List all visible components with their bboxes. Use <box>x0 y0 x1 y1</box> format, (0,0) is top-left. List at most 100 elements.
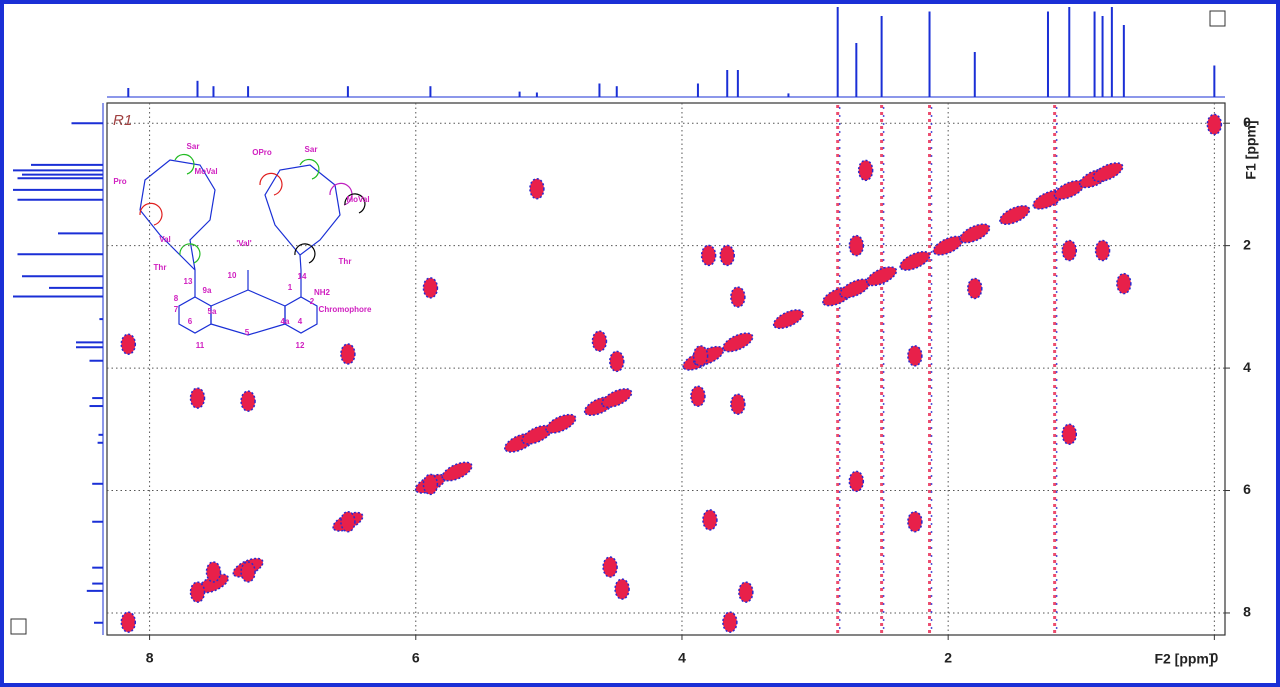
ring <box>178 296 212 334</box>
structure-label: 'Val' <box>236 239 251 248</box>
x-tick-label: 2 <box>944 650 952 666</box>
cross-peak <box>189 581 206 603</box>
cosy-arrow <box>179 243 201 264</box>
chart: F2 [ppm] F1 [ppm] R1 Sar MoVal Pro Val Thr OP… <box>10 7 1259 667</box>
hmbc-arrow <box>344 193 366 214</box>
structure-label: 4 <box>298 317 303 326</box>
structure-label: 9a <box>203 286 212 295</box>
cross-peak <box>1206 113 1223 136</box>
structure-label: 8 <box>174 294 179 303</box>
cosy-arrow <box>174 153 195 175</box>
diagonal-peak <box>999 205 1031 226</box>
cross-peak <box>907 345 923 367</box>
structure-label: 14 <box>298 272 307 281</box>
cross-peak <box>602 556 618 578</box>
x-axis-label: F2 [ppm] <box>1154 651 1213 667</box>
cross-peak <box>240 561 256 583</box>
structure-label: 6 <box>188 317 193 326</box>
structure-label: 12 <box>296 341 305 350</box>
diagonal-peak <box>441 461 473 482</box>
cross-peak <box>848 470 865 493</box>
cross-peak <box>120 611 137 633</box>
structure-label: Val <box>159 235 171 244</box>
cross-peak <box>692 345 709 367</box>
cross-peak <box>340 343 356 365</box>
cross-peak <box>529 177 545 200</box>
cross-peak <box>730 286 746 308</box>
cross-peak <box>700 244 717 267</box>
peptide-ring <box>139 159 216 297</box>
diagonal-peak <box>899 250 931 271</box>
diagonal-peak <box>772 309 805 330</box>
structure-label: OPro <box>252 148 272 157</box>
structure-label: Sar <box>187 142 200 151</box>
corner-box <box>1209 10 1226 27</box>
structure-label: Thr <box>339 257 352 266</box>
y-tick-label: 6 <box>1243 481 1251 497</box>
cross-peak <box>614 578 630 600</box>
diagonal-peak <box>959 223 991 244</box>
cross-peak <box>120 333 137 355</box>
corner-box <box>10 618 27 635</box>
hmbc-arrow <box>259 172 283 196</box>
diagonal-peak <box>1092 162 1124 183</box>
x-tick-label: 4 <box>678 650 686 666</box>
plot-area <box>106 102 1226 636</box>
cross-peak <box>857 159 874 182</box>
structure-inset: Sar MoVal Pro Val Thr OPro Sar MoVal 'Val' Thr Chr… <box>113 142 372 350</box>
hmbc-arrow <box>139 202 163 226</box>
y-tick-label: 8 <box>1243 604 1251 620</box>
cross-peak <box>340 510 356 533</box>
structure-label: 4a <box>281 317 290 326</box>
structure-label: Chromophore <box>319 305 372 314</box>
cross-peak <box>907 510 923 533</box>
structure-label: NH2 <box>314 288 331 297</box>
structure-label: Sar <box>305 145 318 154</box>
structure-label: 13 <box>184 277 193 286</box>
cross-peak <box>730 393 746 415</box>
x-tick-label: 8 <box>146 650 154 666</box>
cross-peak <box>690 385 706 407</box>
cross-peak <box>422 277 439 299</box>
cosy-arrow <box>299 158 320 180</box>
cross-peak <box>967 277 983 300</box>
cross-peak <box>702 509 718 531</box>
structure-label: 2 <box>310 297 315 306</box>
structure-label: Pro <box>113 177 126 186</box>
cross-peak <box>591 330 608 352</box>
cross-peak <box>422 473 439 496</box>
cross-peak <box>205 561 222 583</box>
structure-label: 10 <box>228 271 237 280</box>
structure-label: 7 <box>174 305 179 314</box>
diagonal-peak <box>601 388 633 409</box>
structure-label: 5 <box>245 328 250 337</box>
structure-label: 11 <box>196 341 205 350</box>
diagonal-peak <box>722 332 754 353</box>
cross-peak <box>1061 423 1078 445</box>
noe-arrow <box>329 182 353 206</box>
structure-label: 5a <box>208 307 217 316</box>
diagonal-peak <box>545 413 577 434</box>
cross-peak <box>738 581 754 603</box>
y-tick-label: 0 <box>1243 114 1251 130</box>
structure-label: MoVal <box>194 167 217 176</box>
cross-peak <box>1116 272 1132 295</box>
y-axis-label: F1 [ppm] <box>1243 120 1259 179</box>
structure-label: MoVal <box>346 195 369 204</box>
diagonal-peak <box>866 266 898 287</box>
x-tick-label: 0 <box>1210 650 1218 666</box>
structure-label: Thr <box>154 263 167 272</box>
panel-label: R1 <box>113 112 132 129</box>
cross-peak <box>189 387 206 409</box>
structure-label: 1 <box>288 283 293 292</box>
cross-peak <box>848 234 865 257</box>
y-tick-label: 4 <box>1243 359 1251 375</box>
cross-peak <box>722 611 738 633</box>
cross-peak <box>719 244 735 267</box>
x-tick-label: 6 <box>412 650 420 666</box>
cross-peak <box>240 390 256 412</box>
cross-peak <box>1061 239 1078 262</box>
y-tick-label: 2 <box>1243 236 1251 252</box>
cross-peak <box>1094 239 1111 262</box>
